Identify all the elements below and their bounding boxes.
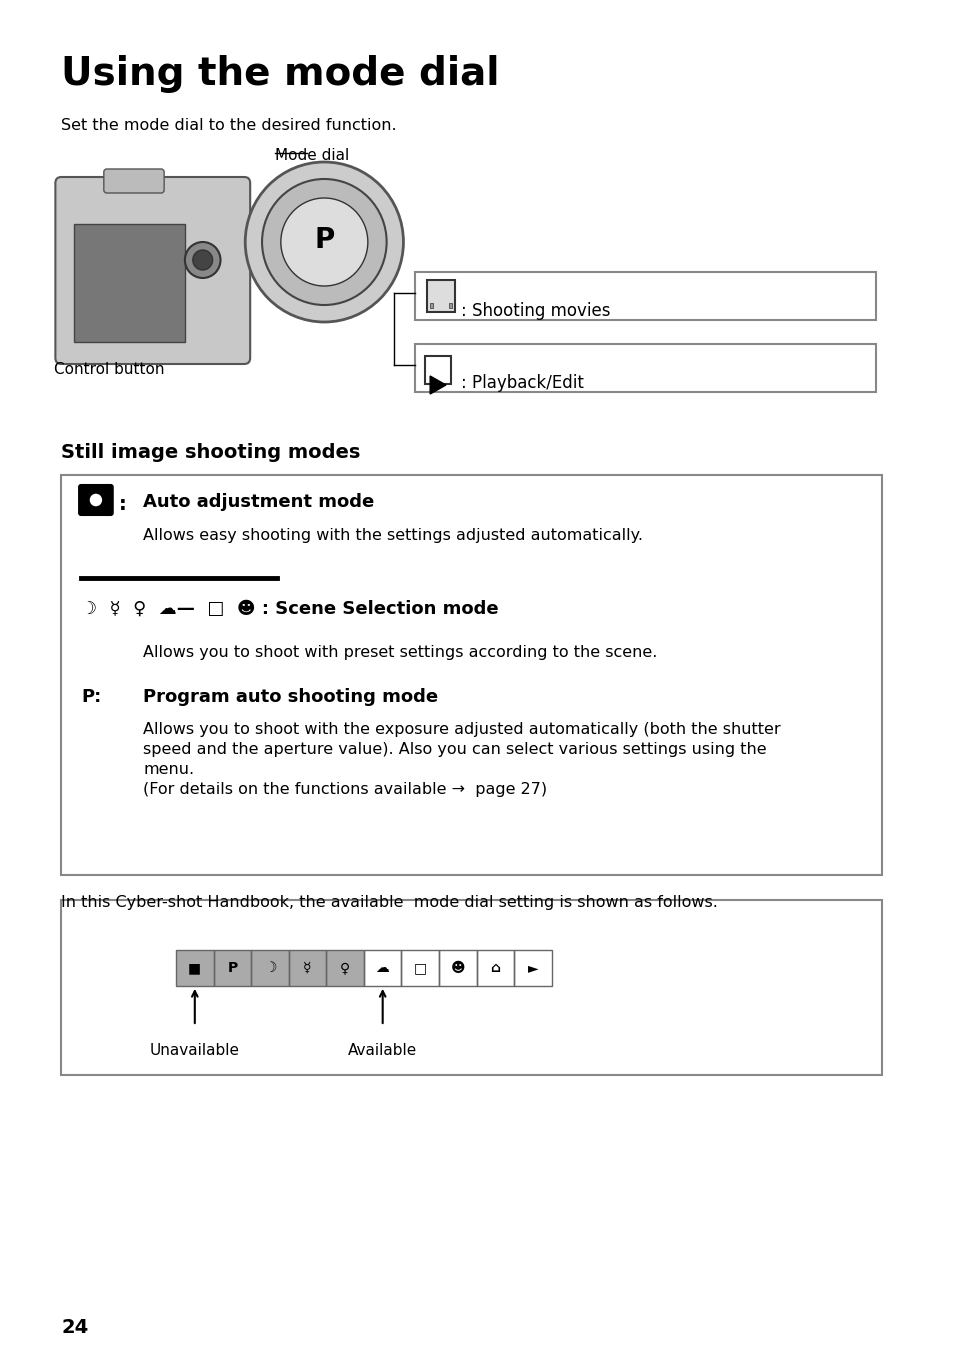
Text: In this Cyber-shot Handbook, the available  mode dial setting is shown as follow: In this Cyber-shot Handbook, the availab…: [61, 896, 718, 911]
Circle shape: [89, 493, 103, 508]
FancyBboxPatch shape: [415, 271, 875, 320]
Polygon shape: [430, 376, 445, 394]
Text: Allows you to shoot with preset settings according to the scene.: Allows you to shoot with preset settings…: [143, 645, 657, 660]
Text: (For details on the functions available →  page 27): (For details on the functions available …: [143, 782, 547, 797]
Bar: [175, 950, 213, 987]
Bar: [430, 303, 433, 308]
Bar: [74, 224, 185, 342]
Bar: [401, 950, 438, 987]
Circle shape: [280, 198, 368, 286]
FancyBboxPatch shape: [104, 170, 164, 193]
Text: ☿: ☿: [303, 961, 312, 974]
Text: speed and the aperture value). Also you can select various settings using the: speed and the aperture value). Also you …: [143, 742, 766, 757]
Text: ☁: ☁: [375, 961, 389, 974]
Text: Program auto shooting mode: Program auto shooting mode: [143, 688, 438, 706]
Bar: [476, 950, 514, 987]
Text: Unavailable: Unavailable: [150, 1044, 239, 1058]
Text: 24: 24: [61, 1318, 89, 1337]
Text: Available: Available: [348, 1044, 416, 1058]
Text: P: P: [314, 227, 335, 254]
Text: ☻: ☻: [450, 961, 465, 974]
Bar: [425, 356, 451, 384]
FancyBboxPatch shape: [55, 176, 250, 364]
Text: Allows easy shooting with the settings adjusted automatically.: Allows easy shooting with the settings a…: [143, 528, 642, 543]
Text: Mode dial: Mode dial: [274, 148, 349, 163]
Circle shape: [185, 242, 220, 278]
Circle shape: [193, 250, 213, 270]
Text: ■: ■: [188, 961, 201, 974]
Text: Control button: Control button: [53, 362, 164, 377]
Text: Set the mode dial to the desired function.: Set the mode dial to the desired functio…: [61, 118, 396, 133]
Text: Using the mode dial: Using the mode dial: [61, 56, 499, 94]
Text: □: □: [414, 961, 426, 974]
Bar: [427, 280, 455, 312]
Text: : Shooting movies: : Shooting movies: [460, 303, 610, 320]
FancyBboxPatch shape: [415, 345, 875, 392]
Circle shape: [245, 161, 403, 322]
FancyBboxPatch shape: [61, 475, 882, 875]
FancyBboxPatch shape: [79, 484, 112, 516]
Text: :: :: [118, 495, 127, 514]
FancyBboxPatch shape: [61, 900, 882, 1075]
Bar: [449, 303, 452, 308]
Text: Still image shooting modes: Still image shooting modes: [61, 442, 360, 461]
Bar: [289, 950, 326, 987]
Text: ►: ►: [527, 961, 537, 974]
Bar: [213, 950, 251, 987]
Text: ⌂: ⌂: [490, 961, 499, 974]
Text: Allows you to shoot with the exposure adjusted automatically (both the shutter: Allows you to shoot with the exposure ad…: [143, 722, 781, 737]
Bar: [438, 950, 476, 987]
Text: menu.: menu.: [143, 763, 194, 778]
Text: : Playback/Edit: : Playback/Edit: [460, 375, 583, 392]
Bar: [175, 950, 363, 987]
Bar: [326, 950, 363, 987]
Circle shape: [262, 179, 386, 305]
Text: ♀: ♀: [339, 961, 350, 974]
Bar: [514, 950, 551, 987]
Bar: [363, 950, 401, 987]
Text: Auto adjustment mode: Auto adjustment mode: [143, 493, 375, 512]
Text: ☽  ☿  ♀  ☁—  □  ☻ : Scene Selection mode: ☽ ☿ ♀ ☁— □ ☻ : Scene Selection mode: [81, 600, 498, 617]
Text: P: P: [227, 961, 237, 974]
Text: ☽: ☽: [263, 961, 276, 974]
Text: P:: P:: [81, 688, 101, 706]
Bar: [251, 950, 289, 987]
